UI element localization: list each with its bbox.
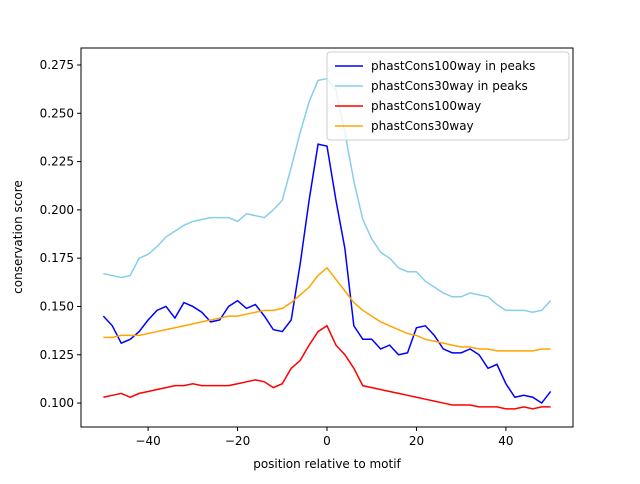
series-line [102,143,552,405]
legend-label: phastCons100way in peaks [371,59,535,73]
x-tick-label: 40 [498,434,513,448]
legend-label: phastCons100way [371,99,481,113]
x-tick-label: 20 [409,434,424,448]
y-axis-label: conservation score [11,180,25,294]
x-tick-label: −40 [135,434,160,448]
legend-label: phastCons30way in peaks [371,79,528,93]
y-tick-label: 0.150 [40,299,74,313]
series-line [103,266,551,352]
y-tick-label: 0.250 [40,106,74,120]
y-tick-label: 0.225 [40,155,74,169]
x-axis-label: position relative to motif [253,457,401,471]
y-tick-label: 0.100 [40,396,74,410]
series-line [103,324,551,410]
x-tick-label: −20 [225,434,250,448]
y-tick-label: 0.200 [40,203,74,217]
y-tick-label: 0.125 [40,348,74,362]
x-tick-label: 0 [323,434,331,448]
y-tick-label: 0.275 [40,58,74,72]
y-tick-label: 0.175 [40,251,74,265]
legend-box [326,51,570,141]
legend-label: phastCons30way [371,119,474,133]
